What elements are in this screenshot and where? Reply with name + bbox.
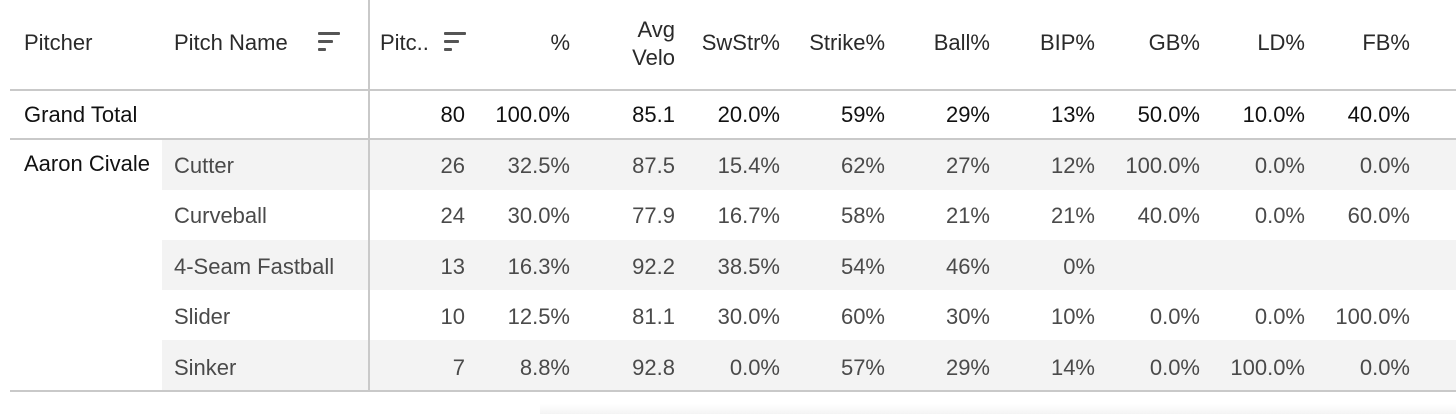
header-ld[interactable]: LD% [1257, 30, 1305, 55]
strike-cell: 62% [840, 153, 885, 178]
grand-total-swstr: 20.0% [717, 102, 780, 127]
gb-cell: 0.0% [1149, 304, 1200, 329]
grand-total-ld: 10.0% [1242, 102, 1305, 127]
sort-pitch-name-icon[interactable] [318, 32, 340, 52]
pitches-cell: 7 [452, 355, 465, 380]
pitch-name-cell: Cutter [174, 153, 234, 178]
bip-cell: 12% [1050, 153, 1095, 178]
bip-cell: 21% [1050, 203, 1095, 228]
header-fb[interactable]: FB% [1362, 30, 1410, 55]
pitches-cell: 10 [440, 304, 465, 329]
header-pitch-name[interactable]: Pitch Name [174, 30, 288, 55]
ball-cell: 21% [945, 203, 990, 228]
pitches-cell: 26 [440, 153, 465, 178]
bip-cell: 10% [1050, 304, 1095, 329]
fb-cell: 0.0% [1359, 355, 1410, 380]
pitcher-name: Aaron Civale [24, 151, 150, 176]
pct-cell: 30.0% [507, 203, 570, 228]
pitch-name-cell: Sinker [174, 355, 237, 380]
avg-velo-cell: 87.5 [632, 153, 675, 178]
pitch-name-cell: Slider [174, 304, 231, 329]
pitch-name-cell: 4-Seam Fastball [174, 254, 335, 279]
fb-cell: 100.0% [1335, 304, 1410, 329]
ld-cell: 0.0% [1254, 153, 1305, 178]
bip-cell: 0% [1063, 254, 1095, 279]
header-pct[interactable]: % [550, 30, 570, 55]
pct-cell: 8.8% [519, 355, 570, 380]
dimension-divider [368, 0, 370, 392]
gb-cell: 0.0% [1149, 355, 1200, 380]
grand-total-bip: 13% [1050, 102, 1095, 127]
ball-cell: 29% [945, 355, 990, 380]
swstr-cell: 16.7% [717, 203, 780, 228]
header-pitches[interactable]: Pitc.. [380, 30, 429, 55]
pitches-cell: 24 [440, 203, 465, 228]
ball-cell: 27% [945, 153, 990, 178]
gb-cell: 100.0% [1125, 153, 1200, 178]
header-swstr[interactable]: SwStr% [701, 30, 780, 55]
avg-velo-cell: 77.9 [632, 203, 675, 228]
row-stripe [162, 240, 1456, 290]
header-divider [10, 89, 1456, 91]
strike-cell: 57% [840, 355, 885, 380]
grand-total-ball: 29% [945, 102, 990, 127]
grand-total-label: Grand Total [24, 102, 138, 127]
pct-cell: 32.5% [507, 153, 570, 178]
row-stripe [162, 140, 1456, 190]
horizontal-scroll-area[interactable] [540, 404, 1456, 414]
swstr-cell: 0.0% [729, 355, 780, 380]
grand-total-strike: 59% [840, 102, 885, 127]
header-gb[interactable]: GB% [1148, 30, 1200, 55]
ld-cell: 0.0% [1254, 203, 1305, 228]
bip-cell: 14% [1050, 355, 1095, 380]
header-avg-velo-line1[interactable]: Avg [637, 17, 675, 42]
avg-velo-cell: 92.8 [632, 355, 675, 380]
row-stripe [162, 340, 1456, 390]
avg-velo-cell: 81.1 [632, 304, 675, 329]
grand-total-pct: 100.0% [495, 102, 570, 127]
bottom-divider [10, 390, 1456, 392]
fb-cell: 0.0% [1359, 153, 1410, 178]
swstr-cell: 30.0% [717, 304, 780, 329]
ball-cell: 30% [945, 304, 990, 329]
sort-pitches-icon[interactable] [444, 32, 466, 52]
header-ball[interactable]: Ball% [933, 30, 990, 55]
strike-cell: 58% [840, 203, 885, 228]
grand-total-gb: 50.0% [1137, 102, 1200, 127]
ld-cell: 100.0% [1230, 355, 1305, 380]
strike-cell: 54% [840, 254, 885, 279]
ld-cell: 0.0% [1254, 304, 1305, 329]
gb-cell: 40.0% [1137, 203, 1200, 228]
header-avg-velo-line2[interactable]: Velo [632, 45, 675, 70]
pitch-name-cell: Curveball [174, 203, 267, 228]
total-divider [10, 138, 1456, 140]
swstr-cell: 15.4% [717, 153, 780, 178]
grand-total-pitches: 80 [440, 102, 465, 127]
grand-total-fb: 40.0% [1347, 102, 1410, 127]
header-bip[interactable]: BIP% [1039, 30, 1095, 55]
header-pitcher[interactable]: Pitcher [24, 30, 93, 55]
swstr-cell: 38.5% [717, 254, 780, 279]
pct-cell: 16.3% [507, 254, 570, 279]
header-strike[interactable]: Strike% [809, 30, 885, 55]
grand-total-avg-velo: 85.1 [632, 102, 675, 127]
avg-velo-cell: 92.2 [632, 254, 675, 279]
pitches-cell: 13 [440, 254, 465, 279]
fb-cell: 60.0% [1347, 203, 1410, 228]
ball-cell: 46% [945, 254, 990, 279]
pct-cell: 12.5% [507, 304, 570, 329]
strike-cell: 60% [840, 304, 885, 329]
